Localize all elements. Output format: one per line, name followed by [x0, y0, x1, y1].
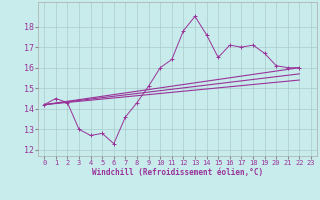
- X-axis label: Windchill (Refroidissement éolien,°C): Windchill (Refroidissement éolien,°C): [92, 168, 263, 177]
